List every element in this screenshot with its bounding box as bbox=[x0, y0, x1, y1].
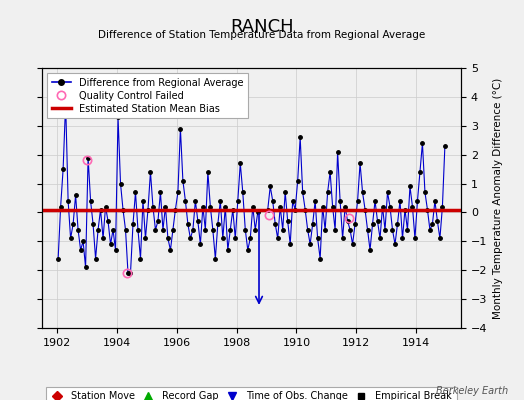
Text: Berkeley Earth: Berkeley Earth bbox=[436, 386, 508, 396]
Text: RANCH: RANCH bbox=[230, 18, 294, 36]
Legend: Station Move, Record Gap, Time of Obs. Change, Empirical Break: Station Move, Record Gap, Time of Obs. C… bbox=[47, 387, 456, 400]
Y-axis label: Monthly Temperature Anomaly Difference (°C): Monthly Temperature Anomaly Difference (… bbox=[493, 77, 503, 319]
Text: Difference of Station Temperature Data from Regional Average: Difference of Station Temperature Data f… bbox=[99, 30, 425, 40]
